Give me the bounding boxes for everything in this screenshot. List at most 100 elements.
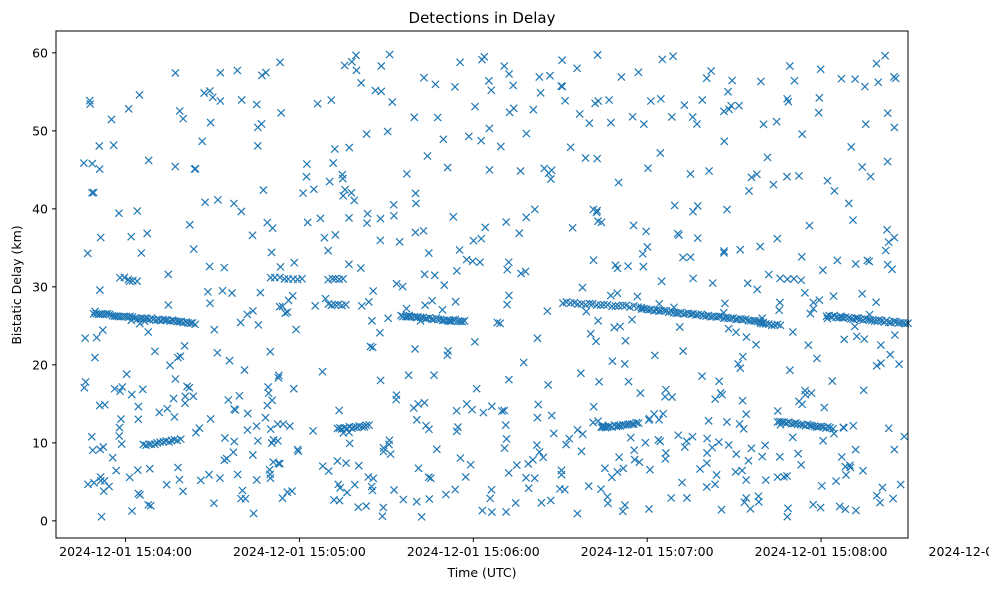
detection-point [411, 189, 420, 198]
detection-point [302, 160, 311, 169]
detection-point [127, 232, 136, 241]
y-tick-label: 0 [40, 513, 48, 528]
detection-point [364, 297, 373, 306]
detection-point [233, 66, 242, 75]
detection-point [667, 494, 676, 503]
detection-point [357, 301, 366, 310]
detection-point [461, 472, 470, 482]
detection-point [851, 506, 860, 515]
detection-point [568, 223, 577, 232]
detection-point [628, 112, 637, 121]
detection-point [884, 238, 893, 247]
detection-point [452, 406, 461, 415]
detection-point [185, 220, 194, 229]
detection-point [615, 453, 624, 462]
detection-point [739, 424, 748, 433]
detection-point [558, 82, 567, 91]
detection-point [776, 321, 785, 330]
y-tick-label: 10 [32, 435, 48, 450]
detection-point [390, 486, 399, 495]
detection-point [783, 512, 792, 521]
detection-point [829, 292, 838, 301]
detection-point [689, 274, 698, 283]
detection-point [535, 72, 544, 81]
y-tick-label: 30 [32, 279, 48, 294]
detection-point [388, 98, 397, 107]
detection-point [456, 454, 465, 463]
detection-point [181, 392, 190, 401]
detection-point [850, 322, 859, 331]
detection-point [377, 87, 386, 96]
detection-point [616, 322, 625, 331]
detection-point [859, 386, 868, 395]
detection-point [477, 136, 486, 145]
detection-point [521, 267, 530, 276]
detection-point [196, 476, 205, 485]
detection-point [229, 199, 238, 208]
detection-point [256, 288, 265, 297]
detection-point [89, 188, 98, 197]
detection-point [487, 402, 496, 411]
detection-point [578, 430, 587, 439]
detection-point [815, 93, 824, 102]
detection-point [635, 458, 644, 467]
detection-point [756, 77, 765, 86]
detection-point [878, 483, 887, 492]
detection-point [794, 171, 803, 180]
detection-point [670, 201, 679, 210]
detection-point [532, 441, 541, 450]
detection-point [643, 242, 652, 251]
detection-point [719, 308, 728, 317]
detection-point [331, 300, 340, 309]
detection-point [603, 492, 612, 501]
detection-point [815, 296, 824, 305]
detection-point [633, 292, 642, 301]
detection-point [528, 455, 537, 464]
detection-point [243, 409, 252, 418]
detection-point [112, 466, 121, 475]
detection-point [366, 342, 375, 351]
detection-point [190, 164, 199, 174]
detection-point [594, 97, 603, 106]
detection-point [708, 279, 717, 288]
detection-point [456, 58, 465, 67]
detection-point [287, 487, 296, 496]
plot-area [55, 30, 913, 539]
detection-point [682, 437, 691, 446]
detection-point [350, 196, 359, 205]
detection-point [369, 474, 378, 483]
detection-point [789, 274, 798, 283]
detection-point [309, 185, 318, 194]
detection-point [206, 414, 215, 423]
detection-point [368, 343, 377, 352]
detection-point [809, 304, 818, 313]
detection-point [715, 377, 724, 386]
detection-point [277, 108, 286, 117]
detection-point [220, 433, 229, 442]
detection-point [283, 488, 292, 497]
detection-point [115, 423, 124, 432]
detection-point [761, 319, 770, 328]
detection-point [533, 334, 542, 343]
detection-point [201, 198, 210, 207]
data-markers [79, 50, 913, 521]
detection-point [719, 107, 728, 116]
detection-point [261, 68, 270, 77]
detection-point [410, 113, 419, 122]
detection-point [425, 313, 434, 322]
detection-point [134, 415, 143, 424]
detection-point [797, 460, 806, 469]
detection-point [375, 328, 384, 337]
detection-point [736, 364, 745, 373]
detection-point [416, 313, 425, 322]
detection-point [80, 383, 89, 392]
detection-point [594, 316, 603, 325]
detection-point [402, 169, 411, 178]
detection-point [167, 436, 176, 445]
detection-point [470, 102, 480, 111]
detection-point [348, 424, 357, 433]
detection-point [758, 452, 767, 461]
detection-point [83, 249, 92, 258]
detection-point [333, 457, 342, 466]
detection-point [753, 285, 762, 294]
